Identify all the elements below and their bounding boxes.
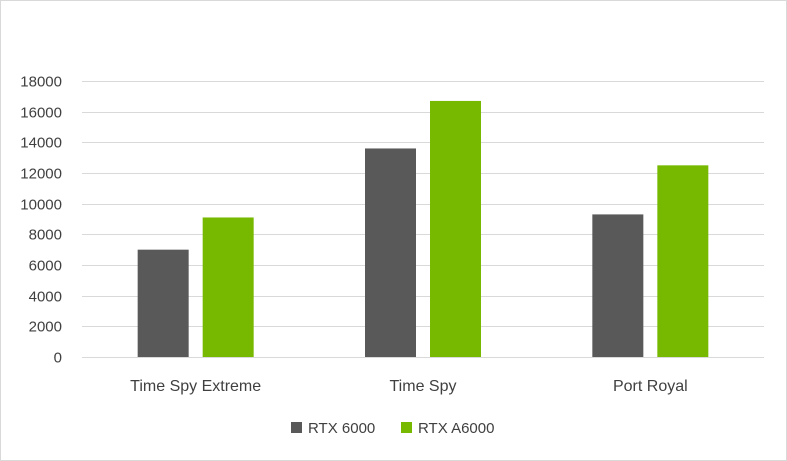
y-tick-label: 0 xyxy=(54,350,62,367)
bar-0-0 xyxy=(137,249,189,357)
legend: RTX 6000 RTX A6000 xyxy=(291,420,494,437)
y-tick-label: 10000 xyxy=(20,197,62,214)
legend-swatch xyxy=(291,422,302,433)
x-axis: Time Spy Extreme Time Spy Port Royal xyxy=(130,378,688,395)
y-tick-label: 12000 xyxy=(20,166,62,183)
bar-1-1 xyxy=(430,100,481,357)
bars xyxy=(137,100,709,357)
x-category-label: Time Spy xyxy=(390,378,457,395)
bar-2-0 xyxy=(592,214,644,357)
y-tick-label: 18000 xyxy=(20,74,62,91)
y-tick-label: 16000 xyxy=(20,105,62,122)
y-tick-label: 8000 xyxy=(29,227,62,244)
bar-1-0 xyxy=(365,148,416,357)
legend-label: RTX A6000 xyxy=(418,420,494,437)
x-category-label: Time Spy Extreme xyxy=(130,378,261,395)
gridlines xyxy=(82,81,764,358)
y-tick-label: 4000 xyxy=(29,289,62,306)
legend-label: RTX 6000 xyxy=(308,420,375,437)
bar-0-1 xyxy=(202,217,254,357)
x-category-label: Port Royal xyxy=(613,378,688,395)
y-axis-tick-labels: 0 2000 4000 6000 8000 10000 12000 14000 16000 180… xyxy=(20,74,62,367)
legend-swatch xyxy=(401,422,412,433)
bar-2-1 xyxy=(657,165,709,357)
y-tick-label: 14000 xyxy=(20,135,62,152)
y-tick-label: 2000 xyxy=(29,319,62,336)
y-tick-label: 6000 xyxy=(29,258,62,275)
